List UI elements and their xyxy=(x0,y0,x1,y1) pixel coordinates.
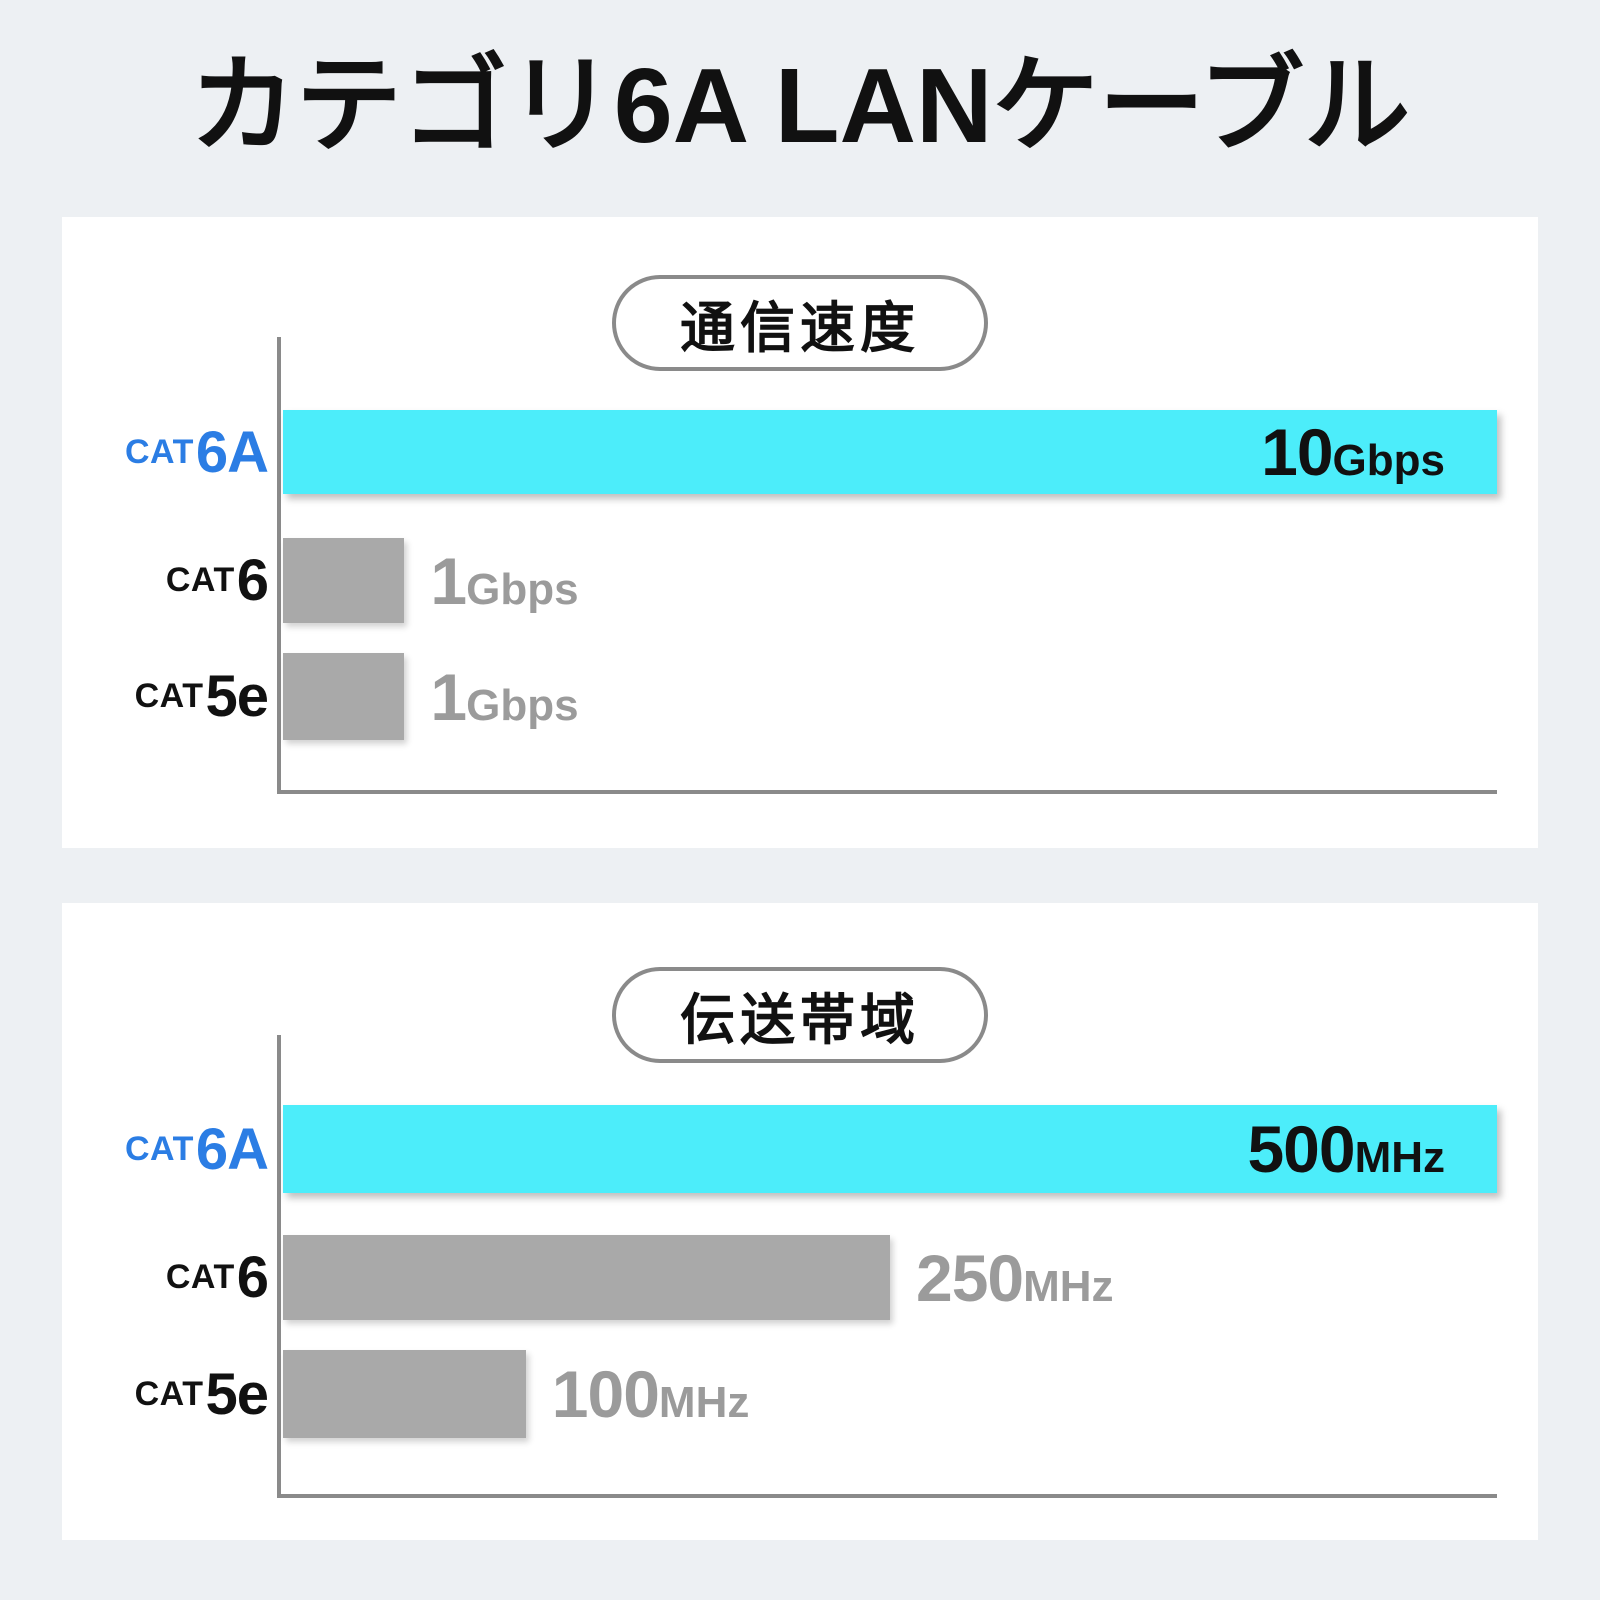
x-axis-line xyxy=(277,1494,1497,1498)
chart-title-pill: 伝送帯域 xyxy=(612,967,988,1063)
chart-card-bandwidth: 伝送帯域 CAT 6A 500 MHz CAT 6 250 MHz CAT 5e 100 M… xyxy=(62,903,1538,1540)
bar-track: 500 MHz xyxy=(283,1105,1497,1193)
bar-cat6 xyxy=(283,1235,890,1320)
value-unit: MHz xyxy=(658,1378,750,1427)
cat-prefix: CAT xyxy=(134,677,204,715)
value-unit: Gbps xyxy=(466,564,579,614)
cat-number: 5e xyxy=(205,664,269,729)
bar-track: 1 Gbps xyxy=(283,538,1497,623)
value-number: 500 xyxy=(1247,1112,1355,1186)
cat-number: 6A xyxy=(195,419,269,485)
value-label: 100 MHz xyxy=(552,1356,750,1432)
x-axis-line xyxy=(277,790,1497,794)
bar-cat6a: 10 Gbps xyxy=(283,410,1497,494)
value-number: 1 xyxy=(430,543,467,618)
cat-prefix: CAT xyxy=(124,1129,194,1168)
row-label-cat6: CAT 6 xyxy=(82,538,269,623)
cat-number: 5e xyxy=(205,1361,269,1427)
bar-track: 100 MHz xyxy=(283,1350,1497,1438)
value-unit: Gbps xyxy=(466,680,579,730)
row-label-cat5e: CAT 5e xyxy=(82,653,269,740)
cat-prefix: CAT xyxy=(165,1258,235,1296)
bar-track: 10 Gbps xyxy=(283,410,1497,494)
cat-prefix: CAT xyxy=(134,1374,204,1413)
row-label-cat6a: CAT 6A xyxy=(82,410,269,494)
value-unit: MHz xyxy=(1023,1261,1114,1311)
y-axis-line xyxy=(277,1035,281,1498)
bar-cat6a: 500 MHz xyxy=(283,1105,1497,1193)
page-title: カテゴリ6A LANケーブル xyxy=(189,47,1411,165)
cat-prefix: CAT xyxy=(124,432,194,471)
bar-track: 1 Gbps xyxy=(283,653,1497,740)
row-label-cat5e: CAT 5e xyxy=(82,1350,269,1438)
row-label-cat6: CAT 6 xyxy=(82,1235,269,1320)
value-label: 10 Gbps xyxy=(1261,414,1445,490)
value-number: 100 xyxy=(551,1357,660,1431)
value-number: 10 xyxy=(1261,415,1333,489)
chart-title: 伝送帯域 xyxy=(679,989,920,1051)
bar-cat5e xyxy=(283,1350,526,1438)
chart-title-pill: 通信速度 xyxy=(612,275,988,371)
value-unit: MHz xyxy=(1354,1133,1445,1182)
y-axis-line xyxy=(277,337,281,794)
value-label: 250 MHz xyxy=(916,1240,1114,1316)
cat-number: 6 xyxy=(236,1245,269,1310)
bar-cat6 xyxy=(283,538,405,623)
bar-track: 250 MHz xyxy=(283,1235,1497,1320)
chart-title: 通信速度 xyxy=(679,297,920,359)
cat-prefix: CAT xyxy=(165,561,235,599)
bar-cat5e xyxy=(283,653,405,740)
value-number: 1 xyxy=(430,659,467,734)
row-label-cat6a: CAT 6A xyxy=(82,1105,269,1193)
value-label: 500 MHz xyxy=(1247,1111,1445,1187)
cat-number: 6A xyxy=(195,1116,269,1182)
value-label: 1 Gbps xyxy=(430,659,578,735)
value-label: 1 Gbps xyxy=(430,543,578,619)
cat-number: 6 xyxy=(236,548,269,613)
value-unit: Gbps xyxy=(1332,436,1445,485)
chart-card-speed: 通信速度 CAT 6A 10 Gbps CAT 6 1 Gbps CAT 5e 1 Gbps xyxy=(62,217,1538,848)
value-number: 250 xyxy=(916,1240,1024,1315)
